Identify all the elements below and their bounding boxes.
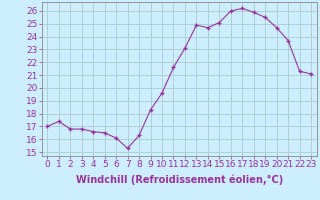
X-axis label: Windchill (Refroidissement éolien,°C): Windchill (Refroidissement éolien,°C) — [76, 175, 283, 185]
